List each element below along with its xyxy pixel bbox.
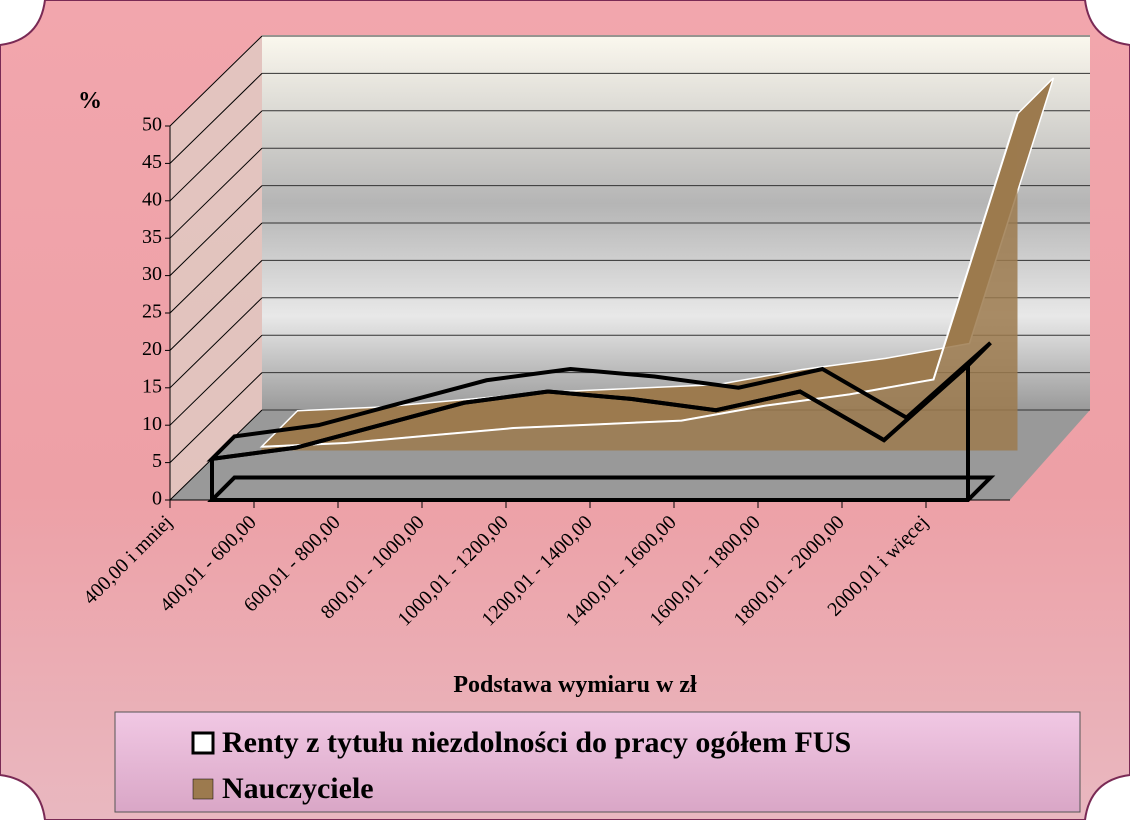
legend-swatch xyxy=(191,731,215,755)
ribbon-floor xyxy=(207,475,996,502)
y-tick-label: 15 xyxy=(142,375,162,397)
line xyxy=(211,363,970,461)
grid-line xyxy=(169,73,263,164)
y-tick-label: 30 xyxy=(142,263,162,285)
area-front xyxy=(261,113,1018,451)
legend-label: Nauczyciele xyxy=(222,772,374,805)
grid-line xyxy=(169,110,263,202)
grid-line xyxy=(169,35,263,127)
grid-line xyxy=(169,260,263,351)
x-axis-label: Podstawa wymiaru w zł xyxy=(453,672,697,698)
y-tick-label: 50 xyxy=(142,114,162,136)
legend xyxy=(114,711,1081,813)
y-tick-label: 20 xyxy=(142,338,162,360)
y-tick-label: 35 xyxy=(142,226,162,248)
legend-swatch xyxy=(192,778,214,800)
grid-line xyxy=(169,297,263,389)
y-tick-label: 5 xyxy=(152,450,162,472)
grid-line xyxy=(169,147,263,239)
y-tick-label: 0 xyxy=(152,488,162,510)
legend-label: Renty z tytułu niezdolności do pracy ogó… xyxy=(222,726,851,759)
area-line xyxy=(261,113,1019,448)
y-tick-label: 10 xyxy=(142,413,162,435)
grid-line xyxy=(169,334,263,426)
y-axis-label: % xyxy=(78,88,102,114)
y-tick-label: 25 xyxy=(142,301,162,323)
grid-line xyxy=(169,185,263,276)
grid-line xyxy=(169,222,263,314)
y-tick-label: 45 xyxy=(142,151,162,173)
grid-line xyxy=(169,372,263,463)
y-tick-label: 40 xyxy=(142,188,162,210)
